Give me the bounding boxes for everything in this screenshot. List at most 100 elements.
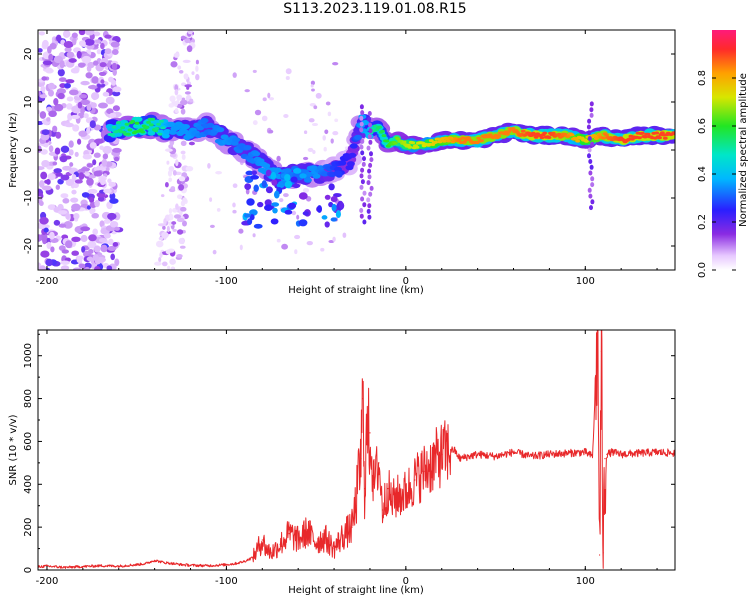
heatmap-cell [42,237,47,245]
heatmap-cell [84,30,95,36]
heatmap-cell [48,89,54,97]
heatmap-cell [107,178,112,184]
heatmap-cell [330,217,338,222]
heatmap-cell [296,214,300,220]
heatmap-cell [207,163,211,169]
heatmap-cell [368,128,373,134]
heatmap-cell [232,202,236,208]
snr-ytick-label: 1000 [23,343,34,368]
heatmap-cell [209,197,213,202]
heatmap-cell [146,120,151,124]
heatmap-cell [588,159,593,164]
heatmap-cell [250,174,260,180]
heatmap-cell [167,170,173,177]
heatmap-cell [285,75,290,81]
heatmap-cell [366,145,371,151]
heatmap-cell [46,178,51,185]
heatmap-cell [157,132,163,136]
heatmap-cell [220,134,229,140]
heatmap-cell [243,145,252,151]
heatmap-cell [294,234,301,240]
snr-point [584,451,586,453]
heatmap-cell [587,118,592,124]
heatmap-cell [285,68,292,75]
heatmap-cell [103,233,111,239]
heatmap-cell [410,141,416,145]
heatmap-cell [657,136,662,140]
heatmap-cell [506,130,512,134]
heatmap-cell [247,218,253,225]
heatmap-cell [48,82,55,90]
heatmap-cell [186,45,193,53]
heatmap-cell [496,134,502,138]
heatmap-cell [271,179,278,186]
heatmap-cell [401,140,407,144]
heatmap-cell [283,113,289,119]
heatmap-cell [81,192,90,198]
snr-ytick-label: 600 [23,432,34,451]
heatmap-ytick-label: 0 [23,147,34,153]
heatmap-cell [120,126,126,130]
snr-point [604,458,606,460]
heatmap-cell [39,216,49,225]
heatmap-xtick-label: -200 [36,276,59,287]
snr-point [414,479,416,481]
heatmap-cell [172,170,177,176]
snr-point [351,526,353,528]
heatmap-cell [70,197,79,203]
heatmap-cell [92,60,99,66]
snr-xtick-label: 0 [403,576,409,587]
heatmap-cell [38,109,41,115]
heatmap-cell [584,139,589,143]
heatmap-cell [111,62,118,70]
heatmap-cell [168,177,173,183]
heatmap-cell [446,139,451,143]
heatmap-cell [268,97,275,101]
heatmap-cell [588,170,593,176]
heatmap-cell [284,209,293,215]
heatmap-cell [173,52,180,58]
snr-point [145,563,147,565]
snr-series-line [38,330,675,569]
heatmap-cell [174,89,179,96]
heatmap-cell [330,195,338,203]
heatmap-cell [185,165,194,172]
heatmap-cell [98,71,107,76]
heatmap-cell [181,97,186,102]
heatmap-cell [72,124,80,132]
heatmap-cell [56,88,67,95]
heatmap-cell [187,30,193,35]
heatmap-xtick-label: 0 [403,276,409,287]
heatmap-cell [182,197,187,203]
snr-point [279,543,281,545]
heatmap-cell [167,121,176,127]
heatmap-cell [232,72,237,78]
heatmap-cell [216,127,225,133]
heatmap-cell [65,79,75,84]
heatmap-cell [253,184,259,192]
heatmap-cell [189,98,194,103]
heatmap-cell [161,133,170,139]
heatmap-cell [262,163,271,169]
heatmap-cell [62,30,71,38]
heatmap-cell [368,122,372,128]
heatmap-cell [157,223,166,227]
snr-ylabel: SNR (10 * v/v) [8,414,19,485]
heatmap-cell [73,212,80,220]
heatmap-cell [112,90,121,97]
heatmap-cell [68,58,77,63]
heatmap-cell [38,234,42,242]
heatmap-cell [324,221,330,228]
heatmap-cell [63,221,73,229]
heatmap-cell [366,208,371,214]
heatmap-cell [108,238,114,246]
heatmap-cell [232,183,238,189]
heatmap-cell [360,110,365,116]
snr-point [365,440,367,442]
heatmap-cell [40,171,48,180]
heatmap-cell [71,203,81,212]
snr-xlabel: Height of straight line (km) [288,585,424,596]
heatmap-cell [182,220,187,227]
heatmap-cell [112,68,117,76]
snr-point [432,462,434,464]
